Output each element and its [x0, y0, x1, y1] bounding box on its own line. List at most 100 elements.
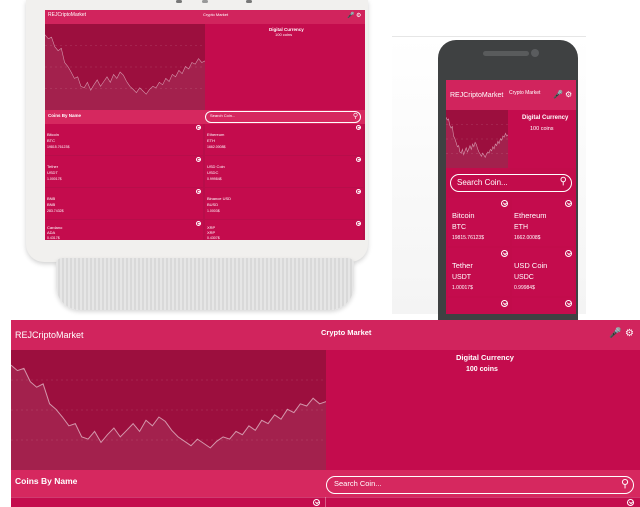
info-count: 100 coins	[275, 32, 293, 37]
coin-symbol: XRP	[207, 230, 216, 235]
app-header: REJCriptoMarket Crypto Market 🎤 ⚙	[446, 80, 576, 110]
coin-symbol: BTC	[452, 224, 466, 231]
header-title: Crypto Market	[203, 12, 229, 17]
expand-circle-icon[interactable]	[196, 189, 201, 194]
coin-card[interactable]: XRP XRP 0.4307$	[205, 220, 363, 240]
mic-icon[interactable]: 🎤	[609, 328, 622, 339]
expand-circle-icon[interactable]	[501, 200, 508, 207]
price-area	[11, 365, 326, 470]
coin-card[interactable]: Binance USD BUSD 1.0003$	[205, 188, 363, 219]
coin-price: 1662.0008$	[514, 235, 541, 241]
price-area	[446, 117, 508, 168]
coin-price: 1662.0008$	[207, 145, 226, 149]
search-icon[interactable]: ⚲	[352, 113, 358, 120]
coin-symbol: ETH	[207, 138, 215, 143]
expand-circle-icon[interactable]	[565, 200, 572, 207]
expand-circle-icon[interactable]	[196, 157, 201, 162]
coin-name: Tether	[452, 261, 473, 270]
device-camera-dot	[202, 0, 208, 3]
section-label: Coins By Name	[48, 113, 82, 118]
coin-card[interactable]: BNB BNB 283.7432$	[45, 188, 203, 219]
coin-card[interactable]: Cardano ADA 0.4317$	[45, 220, 203, 240]
coin-symbol: USDT	[452, 274, 472, 281]
info-panel: Digital Currency 100 coins	[508, 110, 576, 168]
expand-circle-icon[interactable]	[313, 499, 320, 506]
expand-circle-icon[interactable]	[356, 157, 361, 162]
search-placeholder: Search Coin...	[334, 479, 382, 488]
settings-icon[interactable]: ⚙	[625, 328, 634, 339]
search-placeholder: Search Coin...	[210, 113, 236, 118]
expand-circle-icon[interactable]	[356, 125, 361, 130]
search-input[interactable]: Search Coin... ⚲	[450, 174, 572, 192]
coin-price: 1.00017$	[452, 285, 473, 291]
expand-circle-icon[interactable]	[627, 499, 634, 506]
search-icon[interactable]: ⚲	[559, 176, 567, 187]
coin-grid-top	[11, 497, 640, 507]
coin-name: Bitcoin	[47, 132, 60, 137]
expand-circle-icon[interactable]	[356, 189, 361, 194]
device-indicator-dot	[176, 0, 182, 3]
app-name: REJCriptoMarket	[450, 92, 504, 99]
coin-price: 1.00017$	[47, 177, 62, 181]
phone-speaker	[483, 51, 529, 56]
expand-circle-icon[interactable]	[196, 125, 201, 130]
price-line	[45, 34, 205, 95]
info-panel: Digital Currency 100 coins	[326, 350, 640, 493]
coin-card[interactable]	[512, 298, 574, 314]
mic-icon[interactable]: 🎤	[347, 13, 355, 19]
info-panel: Digital Currency 100 coins	[205, 24, 365, 110]
coin-name: USD Coin	[514, 261, 548, 270]
coin-symbol: ETH	[514, 224, 528, 231]
coin-card[interactable]	[448, 298, 510, 314]
header-title: Crypto Market	[321, 328, 372, 337]
coin-name: Binance USD	[207, 196, 232, 201]
settings-icon[interactable]: ⚙	[356, 13, 362, 19]
coin-name: Cardano	[47, 225, 63, 230]
coin-name: BNB	[47, 196, 56, 201]
coin-price: 1.0003$	[207, 209, 220, 213]
search-placeholder: Search Coin...	[457, 178, 508, 187]
coin-card[interactable]: USD Coin USDC 0.99984$	[205, 156, 363, 187]
expand-circle-icon[interactable]	[565, 250, 572, 257]
phone-camera	[531, 49, 539, 57]
coin-price: 19815.76123$	[47, 145, 70, 149]
coin-symbol: BUSD	[207, 202, 219, 207]
coin-card[interactable]: Bitcoin BTC 19815.76123$	[45, 124, 203, 155]
search-input[interactable]: Search Coin... ⚲	[205, 111, 361, 123]
coin-card[interactable]: Ethereum ETH 1662.0008$	[205, 124, 363, 155]
price-line	[11, 364, 326, 449]
search-icon[interactable]: ⚲	[620, 478, 629, 490]
coin-card[interactable]: Bitcoin BTC 19815.76123$	[448, 198, 510, 246]
price-area	[45, 34, 205, 110]
coin-card[interactable]: Tether USDT 1.00017$	[448, 248, 510, 296]
coin-name: Ethereum	[514, 211, 547, 220]
info-title: Digital Currency	[522, 115, 569, 121]
coin-name: Tether	[47, 164, 59, 169]
coin-price: 19815.76123$	[452, 235, 484, 241]
settings-icon[interactable]: ⚙	[565, 90, 573, 99]
expand-circle-icon[interactable]	[196, 221, 201, 226]
expand-circle-icon[interactable]	[356, 221, 361, 226]
price-chart	[45, 24, 205, 110]
price-chart-svg	[446, 117, 508, 168]
coin-card[interactable]: Ethereum ETH 1662.0008$	[512, 198, 574, 246]
price-chart	[11, 350, 326, 493]
expand-circle-icon[interactable]	[565, 300, 572, 307]
coin-price: 0.4317$	[47, 236, 60, 240]
coin-name: Ethereum	[207, 132, 225, 137]
header-title: Crypto Market	[509, 90, 541, 96]
coin-symbol: BNB	[47, 202, 56, 207]
coin-name: USD Coin	[207, 164, 225, 169]
expand-circle-icon[interactable]	[501, 250, 508, 257]
expand-circle-icon[interactable]	[501, 300, 508, 307]
app-name: REJCriptoMarket	[48, 12, 87, 18]
coin-price: 0.4307$	[207, 236, 220, 240]
price-chart-svg	[45, 34, 205, 110]
coin-card[interactable]: USD Coin USDC 0.99984$	[512, 248, 574, 296]
smart-display-speaker-base	[56, 258, 354, 310]
price-chart	[446, 110, 508, 168]
coin-card[interactable]: Tether USDT 1.00017$	[45, 156, 203, 187]
search-input[interactable]: Search Coin... ⚲	[326, 476, 634, 494]
app-name: REJCriptoMarket	[15, 330, 84, 340]
mic-icon[interactable]: 🎤	[553, 90, 563, 99]
